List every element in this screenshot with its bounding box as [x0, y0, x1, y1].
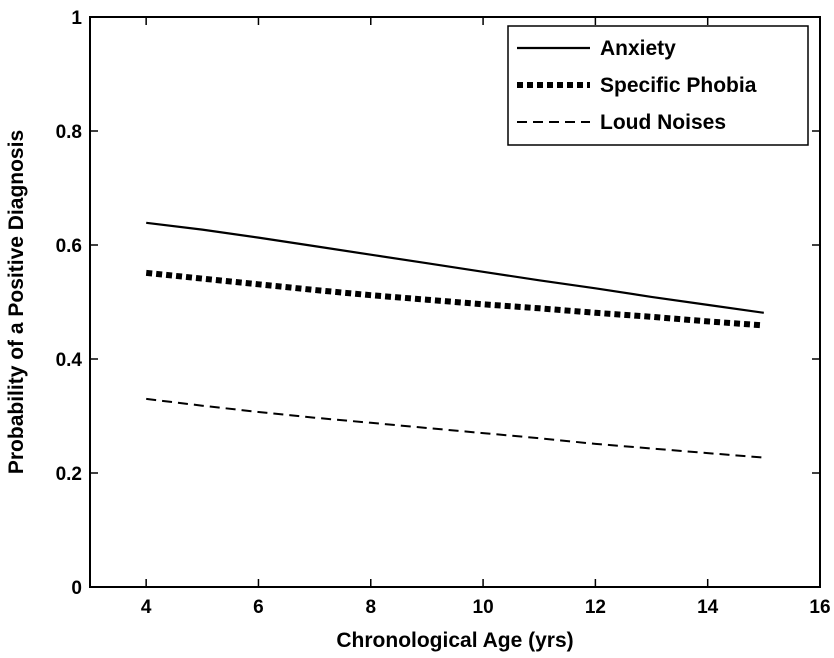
x-tick-label: 12	[585, 597, 606, 618]
x-tick-label: 8	[365, 597, 376, 618]
legend-label: Anxiety	[600, 37, 676, 60]
x-axis-label: Chronological Age (yrs)	[336, 629, 573, 652]
legend-label: Loud Noises	[600, 111, 726, 134]
y-tick-label: 1	[71, 8, 82, 29]
x-tick-label: 14	[697, 597, 719, 618]
y-tick-label: 0.2	[56, 464, 82, 485]
x-tick-label: 6	[253, 597, 264, 618]
ticks-layer: 4 6 8 10 12 14 16 0 0.2 0.4 0.6 0.8 1	[56, 8, 831, 618]
x-tick-label: 4	[141, 597, 152, 618]
series-layer	[145, 221, 765, 459]
legend-items: Anxiety Specific Phobia Loud Noises	[517, 37, 757, 134]
series-line-specific-phobia	[145, 269, 765, 329]
y-tick-label: 0.6	[56, 236, 82, 257]
x-tick-label: 16	[809, 597, 830, 618]
y-tick-label: 0	[71, 578, 82, 599]
legend: Anxiety Specific Phobia Loud Noises	[507, 25, 809, 146]
y-tick-label: 0.4	[56, 350, 83, 371]
y-tick-label: 0.8	[56, 122, 82, 143]
series-line-loud-noises	[146, 397, 764, 459]
series-line-anxiety	[146, 221, 764, 314]
legend-label: Specific Phobia	[600, 74, 757, 97]
x-tick-label: 10	[473, 597, 494, 618]
y-axis-label: Probability of a Positive Diagnosis	[5, 130, 28, 474]
plot-frame	[89, 16, 821, 588]
